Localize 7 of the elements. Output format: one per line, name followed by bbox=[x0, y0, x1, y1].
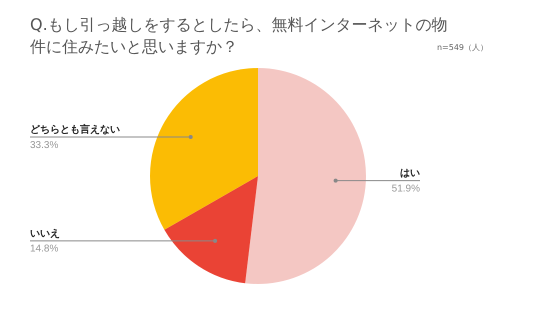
text: n=549（人） bbox=[436, 42, 488, 53]
data-label: 51.9% bbox=[392, 183, 420, 194]
data-label: 33.3% bbox=[30, 140, 58, 151]
data-label: 14.8% bbox=[30, 244, 58, 255]
slice-label: はい bbox=[400, 168, 420, 180]
slice-label: いいえ bbox=[30, 228, 60, 240]
slice-label: どちらとも言えない bbox=[30, 124, 120, 136]
